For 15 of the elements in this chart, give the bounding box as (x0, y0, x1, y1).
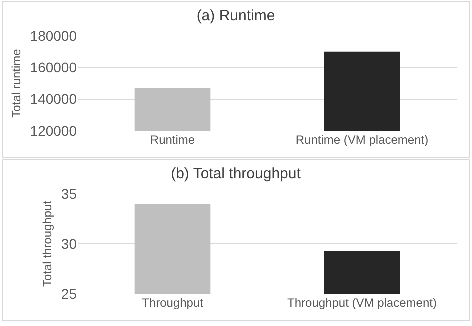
chart-title: (a) Runtime (196, 7, 276, 24)
y-tick-label: 30 (61, 236, 78, 252)
chart-title: (b) Total throughput (171, 166, 302, 182)
y-axis-title: Total throughput (40, 200, 55, 288)
x-tick-label: Runtime (150, 133, 196, 147)
x-tick-label: Runtime (VM placement) (296, 133, 429, 147)
y-tick-label: 35 (61, 186, 78, 202)
y-tick-label: 180000 (30, 28, 78, 44)
y-tick-label: 160000 (30, 60, 78, 76)
y-axis-title: Total runtime (10, 48, 24, 118)
y-tick-label: 120000 (30, 122, 78, 139)
y-tick-label: 140000 (30, 91, 78, 108)
y-tick-label: 25 (61, 286, 78, 302)
x-tick-label: Throughput (142, 296, 204, 310)
x-tick-label: Throughput (VM placement) (288, 296, 437, 310)
